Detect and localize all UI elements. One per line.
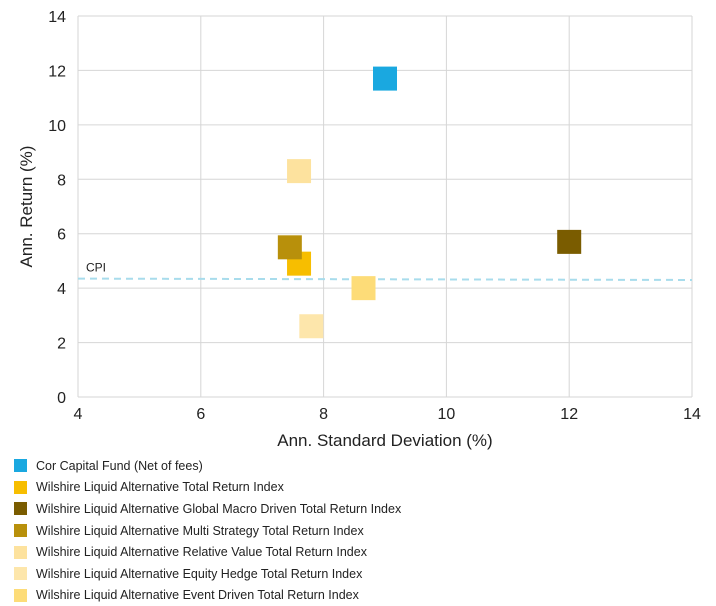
- data-point: [373, 66, 397, 91]
- legend-swatch: [14, 588, 27, 602]
- legend-item: Wilshire Liquid Alternative Equity Hedge…: [14, 563, 401, 585]
- y-tick-label: 8: [57, 172, 66, 189]
- data-point: [351, 276, 376, 301]
- y-tick-label: 6: [57, 227, 66, 244]
- cpi-reference: CPI: [77, 261, 693, 281]
- legend-label: Wilshire Liquid Alternative Relative Val…: [36, 545, 367, 560]
- y-tick-label: 0: [57, 390, 66, 407]
- data-point: [557, 229, 582, 254]
- legend-swatch: [14, 524, 27, 538]
- legend-swatch: [14, 480, 27, 494]
- data-point: [299, 314, 324, 339]
- data-points: [277, 66, 582, 339]
- x-axis-title: Ann. Standard Deviation (%): [277, 431, 492, 450]
- data-point: [287, 159, 312, 184]
- legend-label: Wilshire Liquid Alternative Event Driven…: [36, 588, 359, 603]
- legend-label: Wilshire Liquid Alternative Global Macro…: [36, 501, 402, 516]
- x-tick-label: 14: [683, 406, 701, 423]
- x-tick-label: 6: [196, 406, 205, 423]
- x-tick-label: 4: [74, 406, 83, 423]
- legend-label: Wilshire Liquid Alternative Equity Hedge…: [36, 566, 363, 581]
- y-axis-title: Ann. Return (%): [17, 146, 36, 268]
- y-tick-label: 14: [48, 9, 66, 26]
- grid-lines: [77, 15, 693, 398]
- legend-item: Wilshire Liquid Alternative Relative Val…: [14, 541, 401, 563]
- x-tick-label: 12: [560, 406, 578, 423]
- x-tick-label: 10: [438, 406, 456, 423]
- legend-item: Wilshire Liquid Alternative Event Driven…: [14, 585, 401, 606]
- legend-item: Wilshire Liquid Alternative Total Return…: [14, 477, 401, 499]
- y-tick-label: 10: [48, 118, 66, 135]
- legend: Cor Capital Fund (Net of fees) Wilshire L…: [14, 455, 401, 606]
- legend-item: Wilshire Liquid Alternative Global Macro…: [14, 498, 401, 520]
- x-tick-label: 8: [319, 406, 328, 423]
- legend-swatch: [14, 502, 27, 516]
- cpi-label: CPI: [86, 261, 106, 275]
- data-point: [277, 235, 302, 260]
- y-tick-label: 12: [48, 63, 66, 80]
- legend-label: Wilshire Liquid Alternative Multi Strate…: [36, 523, 364, 538]
- legend-label: Cor Capital Fund (Net of fees): [36, 458, 203, 473]
- legend-swatch: [14, 459, 27, 473]
- legend-item: Cor Capital Fund (Net of fees): [14, 455, 401, 477]
- scatter-chart: CPI 4 6 8 10 12 14 0 2 4 6 8 10 12 14 Ann. Standard …: [17, 9, 701, 450]
- y-tick-labels: 0 2 4 6 8 10 12 14: [48, 9, 66, 407]
- cpi-line: [77, 277, 693, 281]
- x-tick-labels: 4 6 8 10 12 14: [74, 406, 701, 423]
- legend-label: Wilshire Liquid Alternative Total Return…: [36, 480, 284, 495]
- y-tick-label: 4: [57, 281, 66, 298]
- legend-swatch: [14, 545, 27, 559]
- legend-swatch: [14, 567, 27, 581]
- legend-item: Wilshire Liquid Alternative Multi Strate…: [14, 520, 401, 542]
- y-tick-label: 2: [57, 336, 66, 353]
